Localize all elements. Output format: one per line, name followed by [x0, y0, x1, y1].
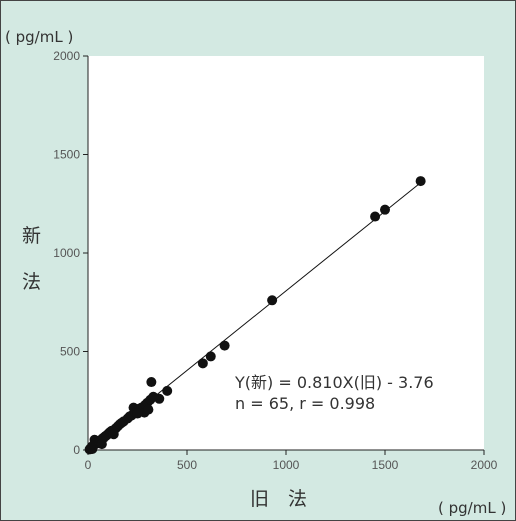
data-point — [96, 439, 107, 450]
regression-equation: Y(新) = 0.810X(旧) - 3.76 — [234, 373, 434, 392]
y-unit-label: ( pg/mL ) — [5, 28, 73, 46]
data-point — [380, 204, 390, 215]
data-point — [162, 385, 173, 396]
x-unit-label: ( pg/mL ) — [438, 499, 506, 517]
x-tick-label: 500 — [177, 458, 197, 472]
y-tick-label: 500 — [60, 345, 80, 359]
x-tick-label: 0 — [85, 458, 92, 472]
data-point — [197, 358, 208, 369]
axes — [83, 55, 485, 455]
y-axis-title-char-2: 法 — [22, 271, 41, 293]
data-point — [148, 391, 159, 402]
data-point — [205, 351, 216, 362]
sample-statistics: n = 65, r = 0.998 — [235, 394, 375, 413]
y-tick-label: 1000 — [53, 246, 80, 260]
y-axis-title-char-1: 新 — [22, 225, 41, 247]
data-point — [143, 404, 154, 415]
x-tick-label: 1000 — [273, 458, 300, 472]
x-axis-title: 旧 法 — [250, 488, 307, 510]
data-points — [84, 176, 426, 455]
y-tick-label: 2000 — [53, 49, 80, 63]
data-point — [415, 176, 426, 187]
x-tick-label: 1500 — [372, 458, 399, 472]
data-point — [219, 340, 230, 351]
data-point — [267, 295, 278, 306]
data-point — [132, 408, 143, 419]
tick-labels: 0 500 1000 1500 2000 0 500 1000 1500 2000 — [53, 49, 497, 472]
data-point — [146, 377, 157, 388]
data-point — [108, 429, 119, 440]
y-tick-label: 1500 — [53, 148, 80, 162]
data-point — [370, 211, 381, 222]
x-tick-label: 2000 — [471, 458, 498, 472]
y-tick-label: 0 — [73, 443, 80, 457]
